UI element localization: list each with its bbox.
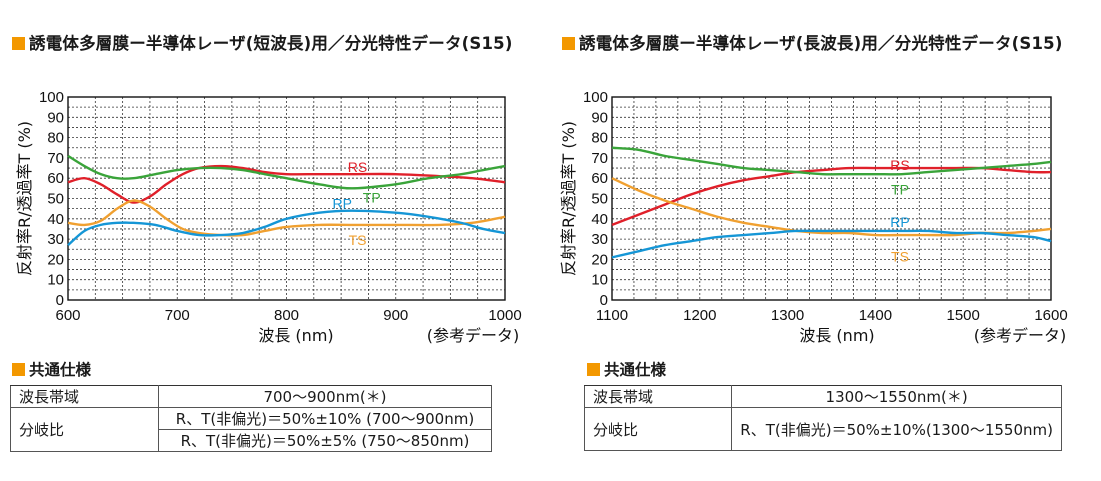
- series-label-tp: TP: [363, 189, 381, 205]
- y-tick-label: 60: [591, 170, 608, 187]
- orange-square-icon: [587, 363, 600, 376]
- y-tick-label: 10: [591, 272, 608, 289]
- y-tick-label: 90: [591, 109, 608, 126]
- series-label-rs: RS: [890, 157, 909, 173]
- x-tick-label: 700: [165, 307, 190, 324]
- spec-title: 共通仕様: [587, 358, 666, 380]
- chart-long-wavelength: 0 10 20 30 40 50 60 70 80 90 100 1100 1200 1300 1400 15…: [559, 89, 1068, 345]
- series-label-ts: TS: [349, 232, 367, 248]
- x-axis-label: 波長 (nm): [799, 326, 874, 345]
- y-tick-label: 20: [47, 251, 64, 268]
- panel-short-wavelength: 誘電体多層膜ー半導体レーザ(短波長)用／分光特性データ(S15) 0 10 20 30…: [0, 0, 545, 481]
- spec-table: 波長帯域 1300〜1550nm(＊) 分岐比 R、T(非偏光)＝50%±10%…: [583, 385, 1062, 451]
- series-line-rp: [611, 229, 1052, 259]
- y-tick-label: 80: [47, 130, 64, 147]
- y-tick-label: 70: [47, 150, 64, 167]
- x-tick-label: 1400: [859, 307, 892, 324]
- table-row: 波長帯域 700〜900nm(＊): [10, 385, 492, 408]
- chart-title-text: 誘電体多層膜ー半導体レーザ(短波長)用／分光特性データ(S15): [29, 34, 513, 53]
- x-tick-label: 1600: [1034, 307, 1067, 324]
- y-tick-label: 40: [591, 211, 608, 228]
- y-axis-label: 反射率R/透過率T (%): [15, 121, 34, 276]
- plot-frame: [67, 96, 506, 301]
- y-tick-label: 80: [591, 130, 608, 147]
- spec-label-ratio: 分岐比: [583, 407, 733, 451]
- y-tick-label: 60: [47, 170, 64, 187]
- orange-square-icon: [12, 37, 25, 50]
- y-tick-label: 10: [47, 272, 64, 289]
- spec-value-ratio-2: R、T(非偏光)＝50%±5% (750〜850nm): [158, 429, 492, 452]
- y-tick-label: 0: [600, 292, 608, 309]
- orange-square-icon: [562, 37, 575, 50]
- y-tick-label: 70: [591, 150, 608, 167]
- series-line-tp: [611, 146, 1052, 176]
- spec-title: 共通仕様: [12, 358, 91, 380]
- reference-note: (参考データ): [974, 326, 1067, 345]
- x-tick-label: 1000: [488, 307, 521, 324]
- series-line-rp: [67, 209, 506, 247]
- chart-title: 誘電体多層膜ー半導体レーザ(長波長)用／分光特性データ(S15): [562, 30, 1063, 54]
- table-row: 分岐比 R、T(非偏光)＝50%±10% (700〜900nm): [10, 407, 492, 452]
- spec-label-ratio: 分岐比: [10, 407, 159, 452]
- x-tick-label: 1300: [771, 307, 804, 324]
- series-label-rs: RS: [348, 159, 367, 175]
- y-tick-label: 50: [591, 191, 608, 208]
- x-tick-label: 600: [55, 307, 80, 324]
- x-tick-label: 1200: [683, 307, 716, 324]
- x-tick-label: 900: [383, 307, 408, 324]
- series-label-rp: RP: [332, 196, 351, 212]
- chart-short-wavelength: 0 10 20 30 40 50 60 70 80 90 100 600 700 800 900 1000 波長…: [15, 89, 522, 345]
- y-tick-label: 100: [39, 89, 64, 106]
- y-tick-label: 100: [583, 89, 608, 106]
- spec-table: 波長帯域 700〜900nm(＊) 分岐比 R、T(非偏光)＝50%±10% (…: [10, 385, 492, 452]
- y-tick-label: 50: [47, 191, 64, 208]
- orange-square-icon: [12, 363, 25, 376]
- plot-frame: [611, 96, 1052, 301]
- spec-value-ratio-1: R、T(非偏光)＝50%±10%(1300〜1550nm): [731, 407, 1062, 451]
- chart-title: 誘電体多層膜ー半導体レーザ(短波長)用／分光特性データ(S15): [12, 30, 513, 54]
- x-tick-label: 800: [274, 307, 299, 324]
- table-row: 波長帯域 1300〜1550nm(＊): [583, 385, 1062, 408]
- chart-title-text: 誘電体多層膜ー半導体レーザ(長波長)用／分光特性データ(S15): [579, 34, 1063, 53]
- x-tick-label: 1500: [947, 307, 980, 324]
- series-label-ts: TS: [891, 248, 909, 264]
- spec-title-text: 共通仕様: [29, 361, 92, 379]
- spec-label-band: 波長帯域: [10, 385, 159, 408]
- panel-long-wavelength: 誘電体多層膜ー半導体レーザ(長波長)用／分光特性データ(S15) 0 10 20 30…: [559, 0, 1101, 481]
- y-tick-label: 40: [47, 211, 64, 228]
- table-row: R、T(非偏光)＝50%±5% (750〜850nm): [11, 429, 492, 452]
- y-tick-label: 30: [47, 231, 64, 248]
- series-line-rs: [67, 164, 506, 204]
- x-axis-label: 波長 (nm): [258, 326, 333, 345]
- y-tick-label: 20: [591, 251, 608, 268]
- spec-label-band: 波長帯域: [583, 385, 733, 408]
- table-row: 分岐比 R、T(非偏光)＝50%±10%(1300〜1550nm): [583, 407, 1062, 451]
- y-axis-label: 反射率R/透過率T (%): [559, 121, 578, 276]
- reference-note: (参考データ): [427, 326, 520, 345]
- spec-title-text: 共通仕様: [604, 361, 667, 379]
- spec-value-ratio-1: R、T(非偏光)＝50%±10% (700〜900nm): [158, 407, 492, 430]
- series-label-tp: TP: [891, 181, 909, 197]
- spec-value-band: 700〜900nm(＊): [158, 385, 492, 408]
- y-tick-label: 30: [591, 231, 608, 248]
- x-tick-label: 1100: [596, 307, 628, 324]
- y-tick-label: 90: [47, 109, 64, 126]
- spec-value-band: 1300〜1550nm(＊): [731, 385, 1062, 408]
- y-tick-label: 0: [56, 292, 64, 309]
- series-line-tp: [67, 154, 506, 190]
- series-label-rp: RP: [890, 214, 909, 230]
